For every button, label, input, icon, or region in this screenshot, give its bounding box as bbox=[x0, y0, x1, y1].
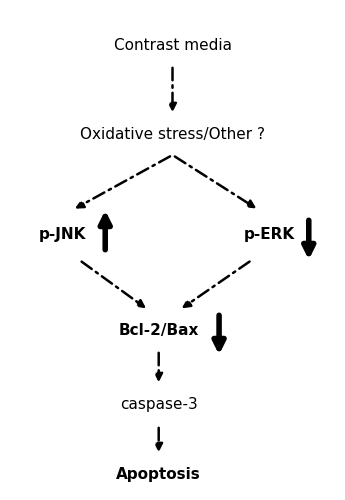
Text: Contrast media: Contrast media bbox=[114, 38, 231, 52]
Text: Apoptosis: Apoptosis bbox=[116, 468, 201, 482]
Text: Bcl-2/Bax: Bcl-2/Bax bbox=[119, 322, 199, 338]
Text: p-ERK: p-ERK bbox=[244, 228, 295, 242]
Text: caspase-3: caspase-3 bbox=[120, 398, 198, 412]
Text: p-JNK: p-JNK bbox=[38, 228, 86, 242]
Text: Oxidative stress/Other ?: Oxidative stress/Other ? bbox=[80, 128, 265, 142]
